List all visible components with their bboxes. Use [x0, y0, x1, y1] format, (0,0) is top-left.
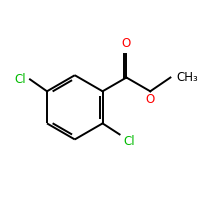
Text: CH₃: CH₃: [176, 71, 198, 84]
Text: Cl: Cl: [123, 135, 135, 148]
Text: O: O: [146, 93, 155, 106]
Text: O: O: [122, 37, 131, 50]
Text: Cl: Cl: [15, 73, 26, 86]
